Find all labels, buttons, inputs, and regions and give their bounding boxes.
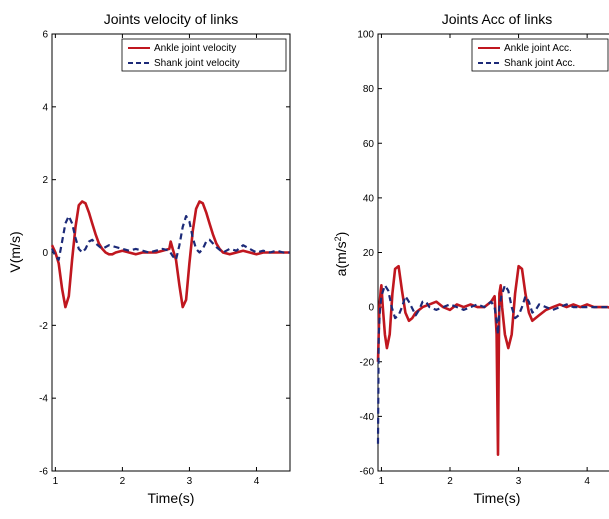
velocity-legend-ankle-label: Ankle joint velocity [154,43,236,54]
acceleration-y-axis-label: a(m/s2) [333,232,349,277]
acceleration-y-tick-label: 100 [357,30,374,41]
acceleration-y-tick-label: 0 [368,303,374,314]
velocity-y-axis-label: V(m/s) [7,231,23,272]
velocity-x-tick-label: 4 [254,476,260,487]
velocity-x-tick-label: 1 [53,476,59,487]
acceleration-ticks: 1 2 3 4 -60 -40 -20 0 20 40 60 80 100 [357,30,590,488]
velocity-x-axis-label: Time(s) [148,490,195,506]
acceleration-legend-box [471,38,609,72]
acceleration-legend-shank-label: Shank joint Acc. [504,58,575,69]
velocity-series-ankle-line [50,200,290,309]
acceleration-x-tick-label: 1 [379,476,385,487]
velocity-legend-shank-label: Shank joint velocity [154,58,240,69]
acceleration-chart-title: Joints Acc of links [442,11,553,27]
acceleration-y-axis-label-close: ) [333,232,349,237]
acceleration-y-tick-label: 40 [363,193,375,204]
velocity-y-tick-label: 0 [42,248,48,259]
acceleration-y-tick-label: -20 [360,357,375,368]
velocity-chart: Joints velocity of links Time(s) V(m/s) … [7,11,291,506]
velocity-legend-box [121,38,287,72]
acceleration-legend-ankle-label: Ankle joint Acc. [504,43,572,54]
acceleration-plot-area [377,33,609,472]
acceleration-y-axis-label-exponent: 2 [333,236,343,241]
velocity-lines [50,200,290,309]
velocity-y-tick-label: 4 [42,102,48,113]
velocity-ticks: 1 2 3 4 -6 -4 -2 0 2 4 6 [39,30,290,487]
velocity-y-tick-label: -4 [39,394,48,405]
acceleration-x-tick-label: 2 [447,476,453,487]
acceleration-x-tick-label: 3 [516,476,522,487]
acceleration-series-shank-line [376,284,609,444]
acceleration-y-tick-label: -60 [360,467,375,478]
velocity-chart-title: Joints velocity of links [104,11,239,27]
acceleration-x-tick-label: 4 [584,476,590,487]
acceleration-legend: Ankle joint Acc. Shank joint Acc. [471,38,609,72]
acceleration-y-tick-label: 20 [363,248,375,259]
velocity-y-tick-label: 6 [42,30,48,41]
velocity-x-tick-label: 3 [187,476,193,487]
velocity-y-tick-label: 2 [42,175,48,186]
acceleration-y-tick-label: -40 [360,412,375,423]
acceleration-series-ankle-line [376,264,609,456]
velocity-legend: Ankle joint velocity Shank joint velocit… [121,38,287,72]
velocity-y-tick-label: -6 [39,467,48,478]
acceleration-x-axis-label: Time(s) [474,490,521,506]
velocity-y-tick-label: -2 [39,321,48,332]
acceleration-y-axis-label-main: a(m/s [333,241,349,276]
acceleration-y-tick-label: 60 [363,139,375,150]
velocity-series-shank-line [51,215,290,261]
velocity-x-tick-label: 2 [120,476,126,487]
acceleration-y-tick-label: 80 [363,84,375,95]
acceleration-lines [376,264,609,456]
